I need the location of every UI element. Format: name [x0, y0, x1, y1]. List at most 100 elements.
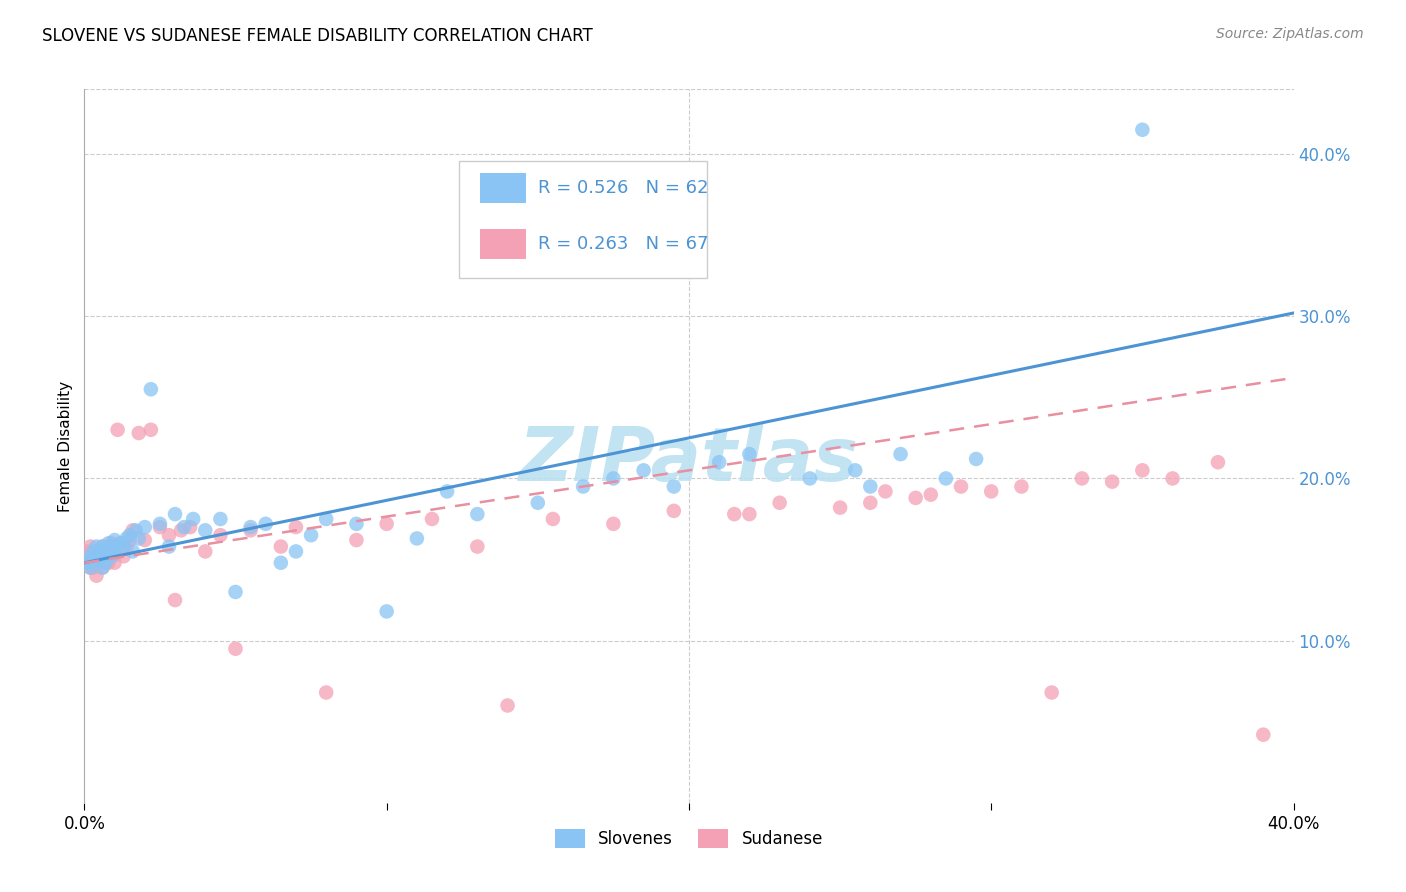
Point — [115, 532, 138, 546]
Point — [1130, 463, 1153, 477]
Point — [1130, 122, 1153, 136]
Point — [82, 560, 104, 574]
Point — [157, 528, 180, 542]
Point — [112, 549, 135, 564]
Point — [157, 540, 180, 554]
Point — [86, 568, 108, 582]
Point — [738, 447, 761, 461]
Point — [110, 536, 132, 550]
Point — [149, 520, 172, 534]
Point — [346, 516, 368, 531]
Point — [165, 593, 187, 607]
Point — [94, 556, 117, 570]
Point — [91, 540, 114, 554]
Point — [134, 533, 156, 547]
Point — [225, 641, 247, 656]
Point — [769, 496, 792, 510]
Point — [79, 549, 101, 564]
Point — [100, 549, 122, 564]
Text: ZIPatlas: ZIPatlas — [519, 424, 859, 497]
Point — [723, 507, 745, 521]
Point — [904, 491, 927, 505]
Point — [107, 540, 129, 554]
Point — [602, 471, 624, 485]
Point — [97, 540, 120, 554]
Point — [209, 512, 232, 526]
Point — [121, 544, 143, 558]
Bar — [479, 173, 526, 203]
Point — [920, 488, 942, 502]
Point — [225, 585, 247, 599]
Point — [125, 524, 148, 538]
Point — [299, 528, 322, 542]
Point — [89, 549, 111, 564]
Point — [110, 536, 132, 550]
Text: Source: ZipAtlas.com: Source: ZipAtlas.com — [1216, 27, 1364, 41]
Point — [496, 698, 519, 713]
Point — [1101, 475, 1123, 489]
Point — [375, 604, 398, 618]
Point — [315, 512, 337, 526]
Point — [935, 471, 957, 485]
Point — [91, 560, 114, 574]
Point — [541, 512, 564, 526]
Text: R = 0.263   N = 67: R = 0.263 N = 67 — [538, 235, 709, 253]
Point — [128, 425, 150, 440]
Bar — [479, 229, 526, 259]
Point — [91, 560, 114, 574]
Point — [149, 516, 172, 531]
FancyBboxPatch shape — [460, 161, 707, 278]
Point — [86, 540, 108, 554]
Y-axis label: Female Disability: Female Disability — [58, 380, 73, 512]
Point — [91, 540, 114, 554]
Point — [94, 556, 117, 570]
Point — [375, 516, 398, 531]
Point — [82, 552, 104, 566]
Point — [1040, 685, 1063, 699]
Point — [285, 520, 308, 534]
Point — [1011, 479, 1033, 493]
Point — [76, 556, 98, 570]
Point — [97, 544, 120, 558]
Point — [285, 544, 308, 558]
Point — [346, 533, 368, 547]
Point — [181, 512, 204, 526]
Point — [239, 520, 262, 534]
Point — [76, 556, 98, 570]
Point — [89, 556, 111, 570]
Point — [709, 455, 731, 469]
Point — [315, 685, 337, 699]
Point — [97, 536, 120, 550]
Point — [662, 504, 685, 518]
Point — [170, 524, 193, 538]
Point — [859, 496, 882, 510]
Text: SLOVENE VS SUDANESE FEMALE DISABILITY CORRELATION CHART: SLOVENE VS SUDANESE FEMALE DISABILITY CO… — [42, 27, 593, 45]
Point — [100, 540, 122, 554]
Point — [572, 479, 595, 493]
Point — [662, 479, 685, 493]
Point — [467, 540, 489, 554]
Point — [104, 556, 127, 570]
Point — [633, 463, 655, 477]
Point — [527, 496, 550, 510]
Point — [76, 544, 98, 558]
Legend: Slovenes, Sudanese: Slovenes, Sudanese — [548, 822, 830, 855]
Point — [94, 549, 117, 564]
Point — [112, 540, 135, 554]
Point — [602, 516, 624, 531]
Point — [89, 549, 111, 564]
Point — [859, 479, 882, 493]
Point — [104, 544, 127, 558]
Point — [179, 520, 201, 534]
Point — [467, 507, 489, 521]
Point — [115, 540, 138, 554]
Point — [875, 484, 897, 499]
Point — [1161, 471, 1184, 485]
Point — [965, 452, 987, 467]
Point — [79, 540, 101, 554]
Point — [165, 507, 187, 521]
Point — [270, 556, 292, 570]
Point — [1206, 455, 1229, 469]
Point — [1253, 728, 1275, 742]
Point — [406, 532, 429, 546]
